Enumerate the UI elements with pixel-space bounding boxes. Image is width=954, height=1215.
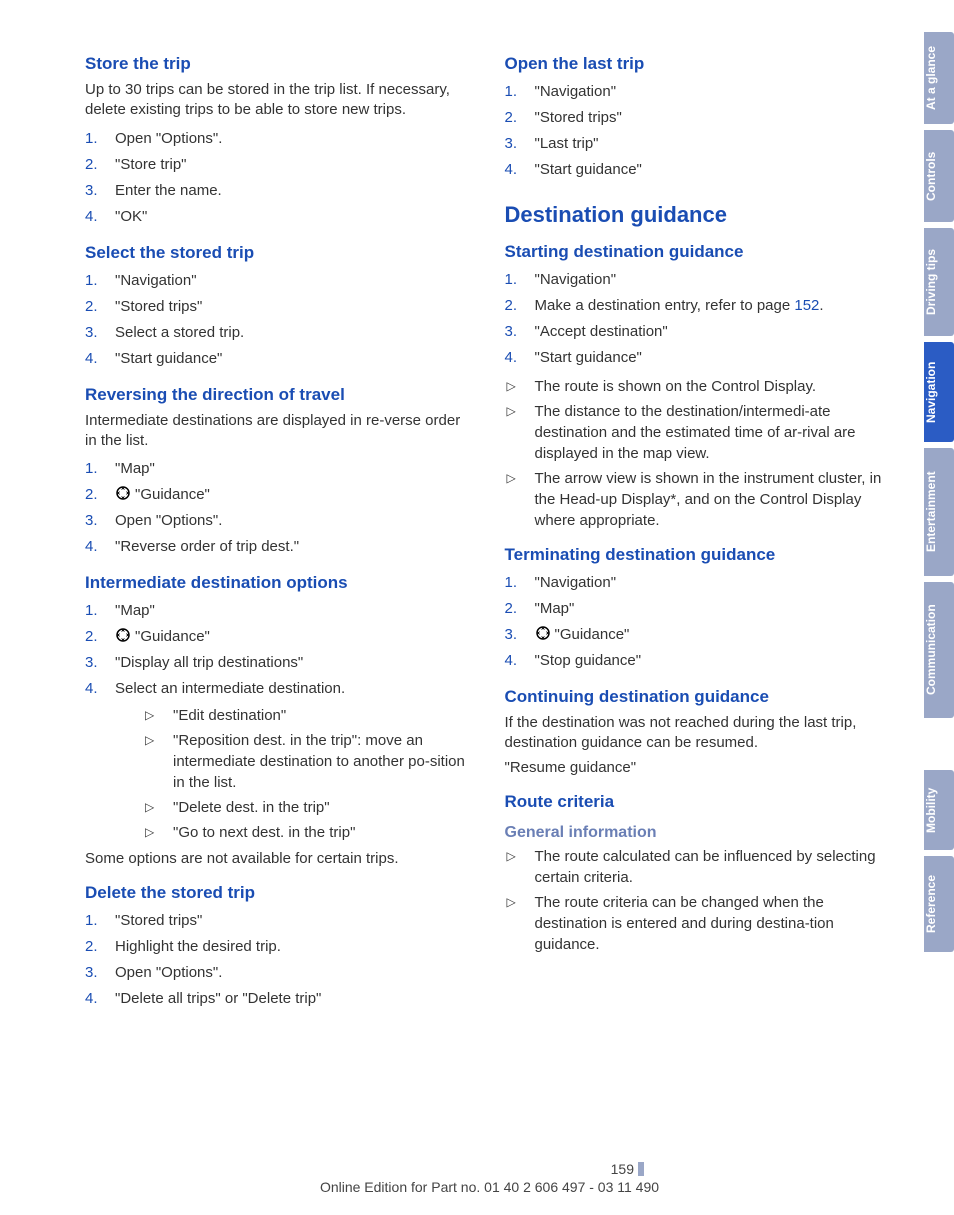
heading-route-criteria: Route criteria: [505, 792, 895, 812]
left-column: Store the trip Up to 30 trips can be sto…: [85, 40, 475, 1159]
list-item: "Navigation": [505, 571, 895, 595]
select-trip-steps: "Navigation" "Stored trips" Select a sto…: [85, 269, 475, 371]
page-link-152[interactable]: 152: [794, 297, 819, 314]
list-item: Open "Options".: [85, 127, 475, 151]
list-item: "Navigation": [85, 269, 475, 293]
tab-navigation[interactable]: Navigation: [924, 342, 954, 442]
list-item: Highlight the desired trip.: [85, 935, 475, 959]
footer-line: Online Edition for Part no. 01 40 2 606 …: [320, 1179, 659, 1195]
heading-general-info: General information: [505, 824, 895, 842]
list-item: "Guidance": [505, 623, 895, 647]
list-item: "Start guidance": [85, 347, 475, 371]
list-item: "Guidance": [85, 483, 475, 507]
tab-reference[interactable]: Reference: [924, 856, 954, 952]
delete-trip-steps: "Stored trips" Highlight the desired tri…: [85, 909, 475, 1011]
intermediate-note: Some options are not available for certa…: [85, 849, 475, 869]
list-item: "Stored trips": [85, 295, 475, 319]
continuing-line: "Resume guidance": [505, 758, 895, 778]
tab-entertainment[interactable]: Entertainment: [924, 448, 954, 576]
right-column: Open the last trip "Navigation" "Stored …: [505, 40, 895, 1159]
bullet-item: The route calculated can be influenced b…: [505, 846, 895, 888]
heading-destination-guidance: Destination guidance: [505, 202, 895, 228]
bullet-item: "Edit destination": [143, 705, 475, 726]
heading-open-last: Open the last trip: [505, 54, 895, 74]
guidance-icon: [115, 627, 131, 643]
step-text-pre: Make a destination entry, refer to page: [535, 297, 795, 314]
list-item: "Delete all trips" or "Delete trip": [85, 987, 475, 1011]
page: Store the trip Up to 30 trips can be sto…: [0, 0, 954, 1215]
continuing-intro: If the destination was not reached durin…: [505, 713, 895, 754]
tab-at-a-glance[interactable]: At a glance: [924, 32, 954, 124]
bullet-item: The distance to the destination/intermed…: [505, 401, 895, 464]
starting-bullets: The route is shown on the Control Displa…: [505, 376, 895, 531]
list-item: "Stored trips": [505, 106, 895, 130]
list-item-text: "Guidance": [135, 628, 210, 645]
heading-starting: Starting destination guidance: [505, 242, 895, 262]
starting-steps: "Navigation" Make a destination entry, r…: [505, 268, 895, 370]
heading-intermediate: Intermediate destination options: [85, 573, 475, 593]
heading-select-trip: Select the stored trip: [85, 243, 475, 263]
tab-communication[interactable]: Communication: [924, 582, 954, 718]
intermediate-steps: "Map" "Guidance" "Display all trip desti…: [85, 599, 475, 843]
list-item: "Store trip": [85, 153, 475, 177]
list-item: "Stored trips": [85, 909, 475, 933]
list-item-text: "Guidance": [555, 626, 630, 643]
step-text-post: .: [819, 297, 823, 314]
guidance-icon: [115, 485, 131, 501]
list-item: "Last trip": [505, 132, 895, 156]
terminating-steps: "Navigation" "Map" "Guidance" "Stop guid…: [505, 571, 895, 673]
tab-driving-tips[interactable]: Driving tips: [924, 228, 954, 336]
list-item-text: Select an intermediate destination.: [115, 680, 345, 697]
reversing-steps: "Map" "Guidance" Open "Options". "Revers…: [85, 457, 475, 559]
store-trip-intro: Up to 30 trips can be stored in the trip…: [85, 80, 475, 121]
list-item-text: "Guidance": [135, 486, 210, 503]
heading-reversing: Reversing the direction of travel: [85, 385, 475, 405]
tab-spacer: [924, 724, 954, 764]
store-trip-steps: Open "Options". "Store trip" Enter the n…: [85, 127, 475, 229]
tab-mobility[interactable]: Mobility: [924, 770, 954, 850]
tab-controls[interactable]: Controls: [924, 130, 954, 222]
list-item: "Stop guidance": [505, 649, 895, 673]
list-item: "Display all trip destinations": [85, 651, 475, 675]
open-last-steps: "Navigation" "Stored trips" "Last trip" …: [505, 80, 895, 182]
list-item: Select an intermediate destination. "Edi…: [85, 677, 475, 843]
list-item: "Navigation": [505, 80, 895, 104]
sidebar-tabs: At a glance Controls Driving tips Naviga…: [924, 0, 954, 1215]
heading-store-trip: Store the trip: [85, 54, 475, 74]
list-item: "Start guidance": [505, 346, 895, 370]
heading-continuing: Continuing destination guidance: [505, 687, 895, 707]
list-item: "Start guidance": [505, 158, 895, 182]
list-item: Make a destination entry, refer to page …: [505, 294, 895, 318]
list-item: "Reverse order of trip dest.": [85, 535, 475, 559]
list-item: "Map": [85, 599, 475, 623]
list-item: "OK": [85, 205, 475, 229]
page-number-block: 159: [611, 1161, 644, 1177]
bullet-item: The route is shown on the Control Displa…: [505, 376, 895, 397]
list-item: "Guidance": [85, 625, 475, 649]
footer: 159 Online Edition for Part no. 01 40 2 …: [85, 1179, 894, 1195]
content-area: Store the trip Up to 30 trips can be sto…: [0, 0, 924, 1215]
list-item: Enter the name.: [85, 179, 475, 203]
bullet-item: The arrow view is shown in the instrumen…: [505, 468, 895, 531]
bullet-item: The route criteria can be changed when t…: [505, 892, 895, 955]
list-item: "Map": [505, 597, 895, 621]
bullet-item: "Reposition dest. in the trip": move an …: [143, 730, 475, 793]
list-item: Select a stored trip.: [85, 321, 475, 345]
heading-delete-trip: Delete the stored trip: [85, 883, 475, 903]
heading-terminating: Terminating destination guidance: [505, 545, 895, 565]
reversing-intro: Intermediate destinations are displayed …: [85, 411, 475, 452]
list-item: "Accept destination": [505, 320, 895, 344]
bullet-item: "Go to next dest. in the trip": [143, 822, 475, 843]
two-column-layout: Store the trip Up to 30 trips can be sto…: [85, 40, 894, 1159]
guidance-icon: [535, 625, 551, 641]
page-number-bar: [638, 1162, 644, 1176]
bullet-item: "Delete dest. in the trip": [143, 797, 475, 818]
list-item: Open "Options".: [85, 961, 475, 985]
list-item: "Map": [85, 457, 475, 481]
list-item: "Navigation": [505, 268, 895, 292]
route-criteria-bullets: The route calculated can be influenced b…: [505, 846, 895, 955]
intermediate-sub-bullets: "Edit destination" "Reposition dest. in …: [143, 705, 475, 843]
page-number: 159: [611, 1161, 634, 1177]
list-item: Open "Options".: [85, 509, 475, 533]
